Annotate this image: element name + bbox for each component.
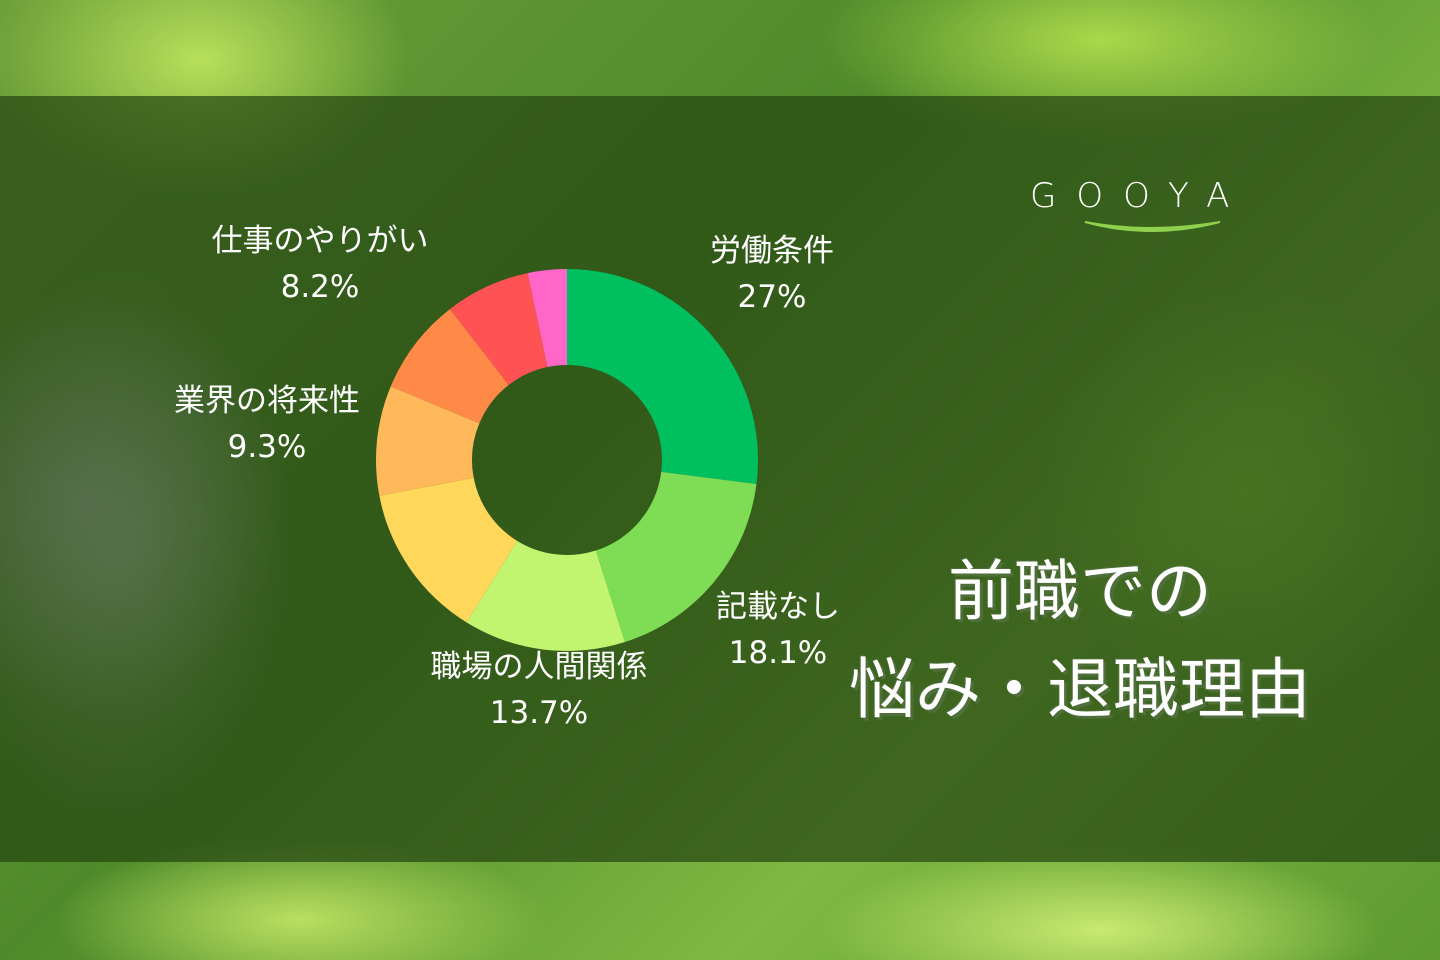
title-line-2: 悩み・退職理由 bbox=[849, 651, 1311, 728]
label-not-stated: 記載なし 18.1% bbox=[716, 584, 840, 676]
slice-value: 27% bbox=[737, 279, 807, 315]
donut-slice-7 bbox=[527, 269, 567, 368]
donut-slice-3 bbox=[379, 477, 518, 623]
slice-value: 9.3% bbox=[227, 429, 307, 465]
gooya-logo: GOOYA bbox=[1030, 176, 1270, 246]
donut-slice-0 bbox=[567, 269, 758, 484]
slice-label: 労働条件 bbox=[710, 233, 834, 269]
donut-slice-1 bbox=[595, 471, 757, 643]
slice-value: 18.1% bbox=[728, 635, 828, 671]
donut-slice-5 bbox=[390, 309, 509, 424]
label-workplace-relations: 職場の人間関係 13.7% bbox=[431, 644, 648, 736]
label-job-satisfaction: 仕事のやりがい 8.2% bbox=[212, 218, 429, 310]
slice-label: 業界の将来性 bbox=[174, 383, 360, 419]
slice-label: 職場の人間関係 bbox=[430, 649, 648, 685]
donut-slice-4 bbox=[376, 386, 480, 496]
logo-text: GOOYA bbox=[1030, 176, 1250, 216]
slice-label: 記載なし bbox=[716, 589, 840, 625]
slice-value: 8.2% bbox=[280, 269, 360, 305]
logo-smile-icon bbox=[1084, 221, 1221, 232]
label-working-conditions: 労働条件 27% bbox=[710, 228, 834, 320]
title-line-1: 前職での bbox=[948, 553, 1212, 630]
label-industry-future: 業界の将来性 9.3% bbox=[174, 378, 360, 470]
donut-slice-2 bbox=[466, 540, 625, 651]
slice-value: 13.7% bbox=[489, 695, 589, 731]
slice-label: 仕事のやりがい bbox=[211, 223, 429, 259]
donut-slice-6 bbox=[449, 273, 548, 385]
